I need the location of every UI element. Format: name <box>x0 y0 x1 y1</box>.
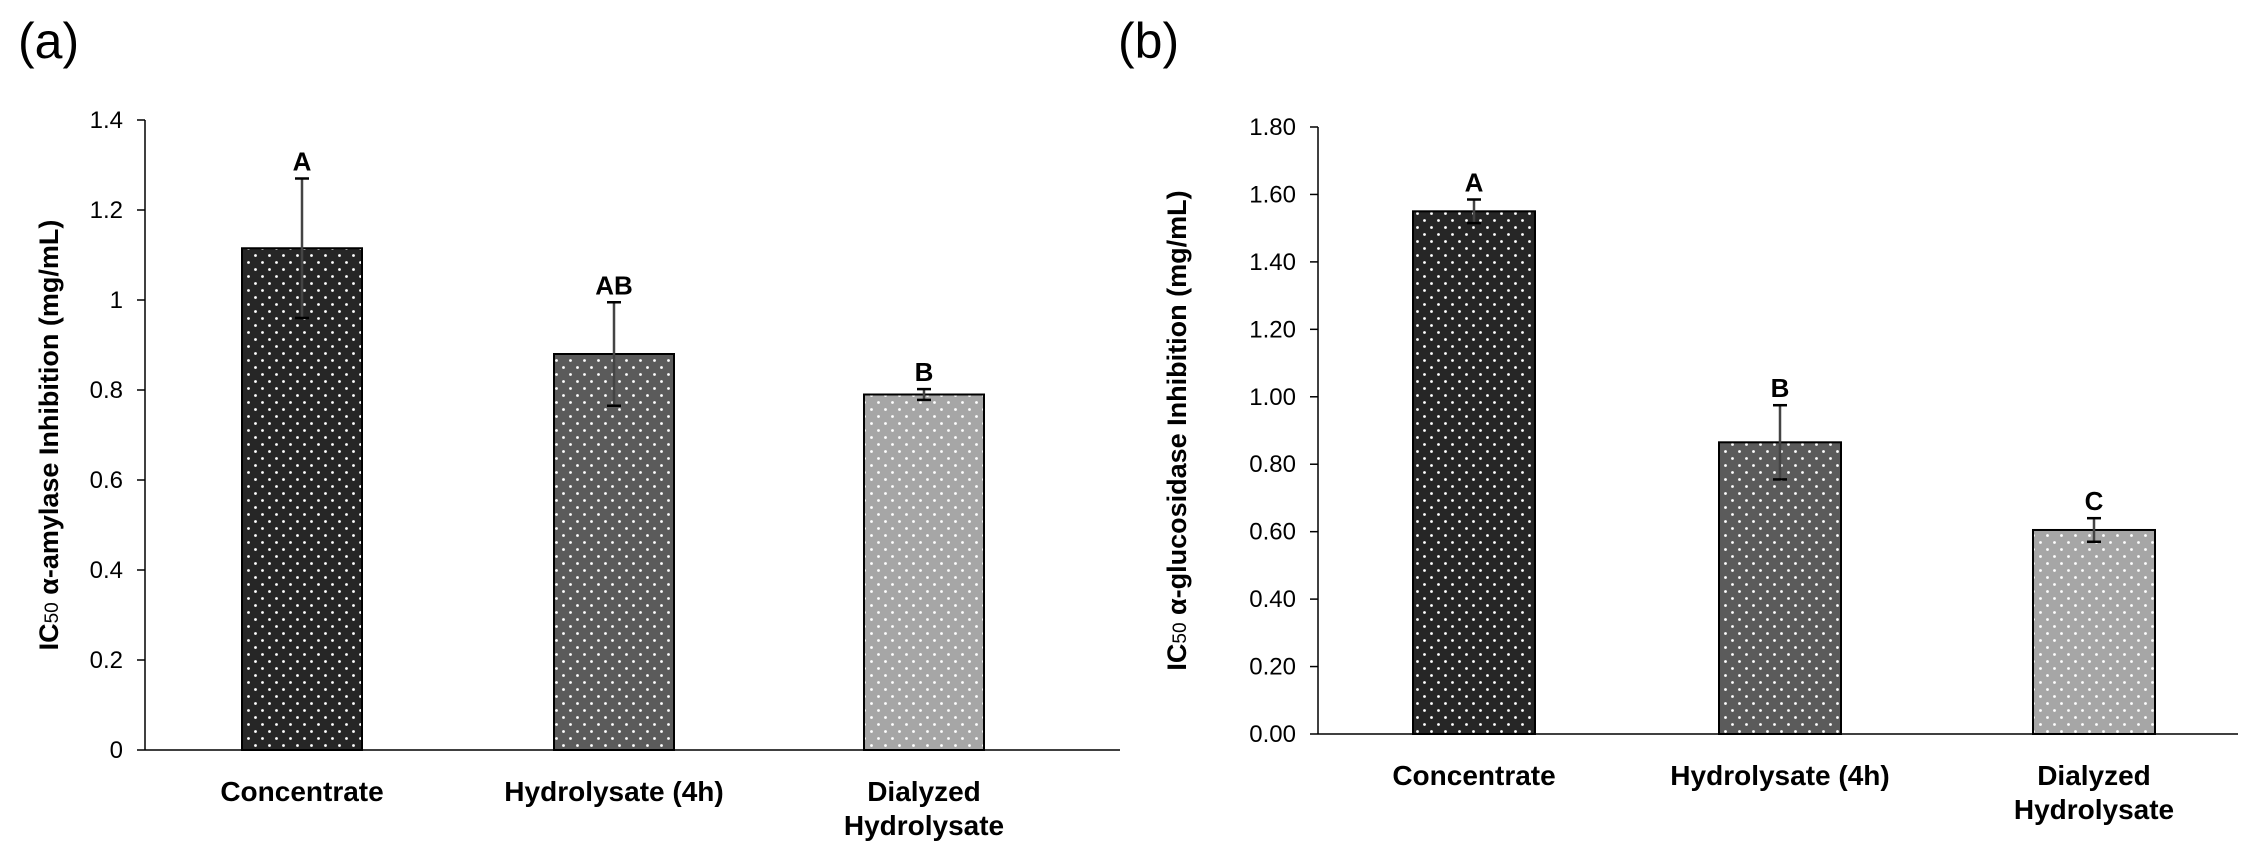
x-category-label: Hydrolysate <box>844 810 1004 841</box>
y-tick-label: 0.80 <box>1249 451 1296 478</box>
y-tick-label: 0.60 <box>1249 519 1296 546</box>
bar <box>1718 441 1842 735</box>
y-tick-label: 0.20 <box>1249 654 1296 681</box>
y-axis-title: IC50 α-amylase Inhibition (mg/mL) <box>34 220 64 651</box>
significance-label: A <box>293 147 312 177</box>
bar <box>1412 210 1536 736</box>
y-tick-label: 1 <box>110 287 123 314</box>
y-tick-label: 1.00 <box>1249 384 1296 411</box>
significance-label: AB <box>595 270 633 300</box>
y-tick-label: 1.20 <box>1249 316 1296 343</box>
y-axis-title: IC50 α-glucosidase Inhibition (mg/mL) <box>1162 190 1192 670</box>
x-category-label: Hydrolysate (4h) <box>504 776 723 807</box>
y-tick-label: 1.80 <box>1249 114 1296 141</box>
x-category-label: Dialyzed <box>2037 760 2151 791</box>
y-tick-label: 0.40 <box>1249 586 1296 613</box>
bar <box>863 393 985 751</box>
y-tick-label: 0.8 <box>90 377 123 404</box>
x-category-label: Concentrate <box>1392 760 1555 791</box>
y-tick-label: 0.2 <box>90 647 123 674</box>
y-tick-label: 0 <box>110 737 123 764</box>
significance-label: B <box>915 357 934 387</box>
bar <box>553 353 675 751</box>
x-category-label: Hydrolysate <box>2014 794 2174 825</box>
y-tick-label: 1.2 <box>90 197 123 224</box>
significance-label: C <box>2085 486 2104 516</box>
x-category-label: Dialyzed <box>867 776 981 807</box>
bar <box>2032 528 2156 735</box>
chart-panel-a: (a) 0 0.2 0.4 0.6 0.8 1 1.2 1.4 IC50 α-amylase In… <box>18 13 1120 841</box>
y-tick-label: 0.4 <box>90 557 123 584</box>
bar <box>241 247 363 751</box>
y-tick-label: 1.4 <box>90 107 123 134</box>
significance-label: A <box>1465 168 1484 198</box>
panel-label: (b) <box>1118 13 1179 69</box>
y-tick-label: 0.00 <box>1249 721 1296 748</box>
x-category-label: Concentrate <box>220 776 383 807</box>
y-tick-label: 0.6 <box>90 467 123 494</box>
chart-panel-b: (b) 0.00 0.20 0.40 0.60 0.80 1.00 1.20 1.40 1.60 1… <box>1118 13 2238 825</box>
y-tick-label: 1.40 <box>1249 249 1296 276</box>
y-tick-label: 1.60 <box>1249 181 1296 208</box>
significance-label: B <box>1771 373 1790 403</box>
x-category-label: Hydrolysate (4h) <box>1670 760 1889 791</box>
panel-label: (a) <box>18 13 79 69</box>
